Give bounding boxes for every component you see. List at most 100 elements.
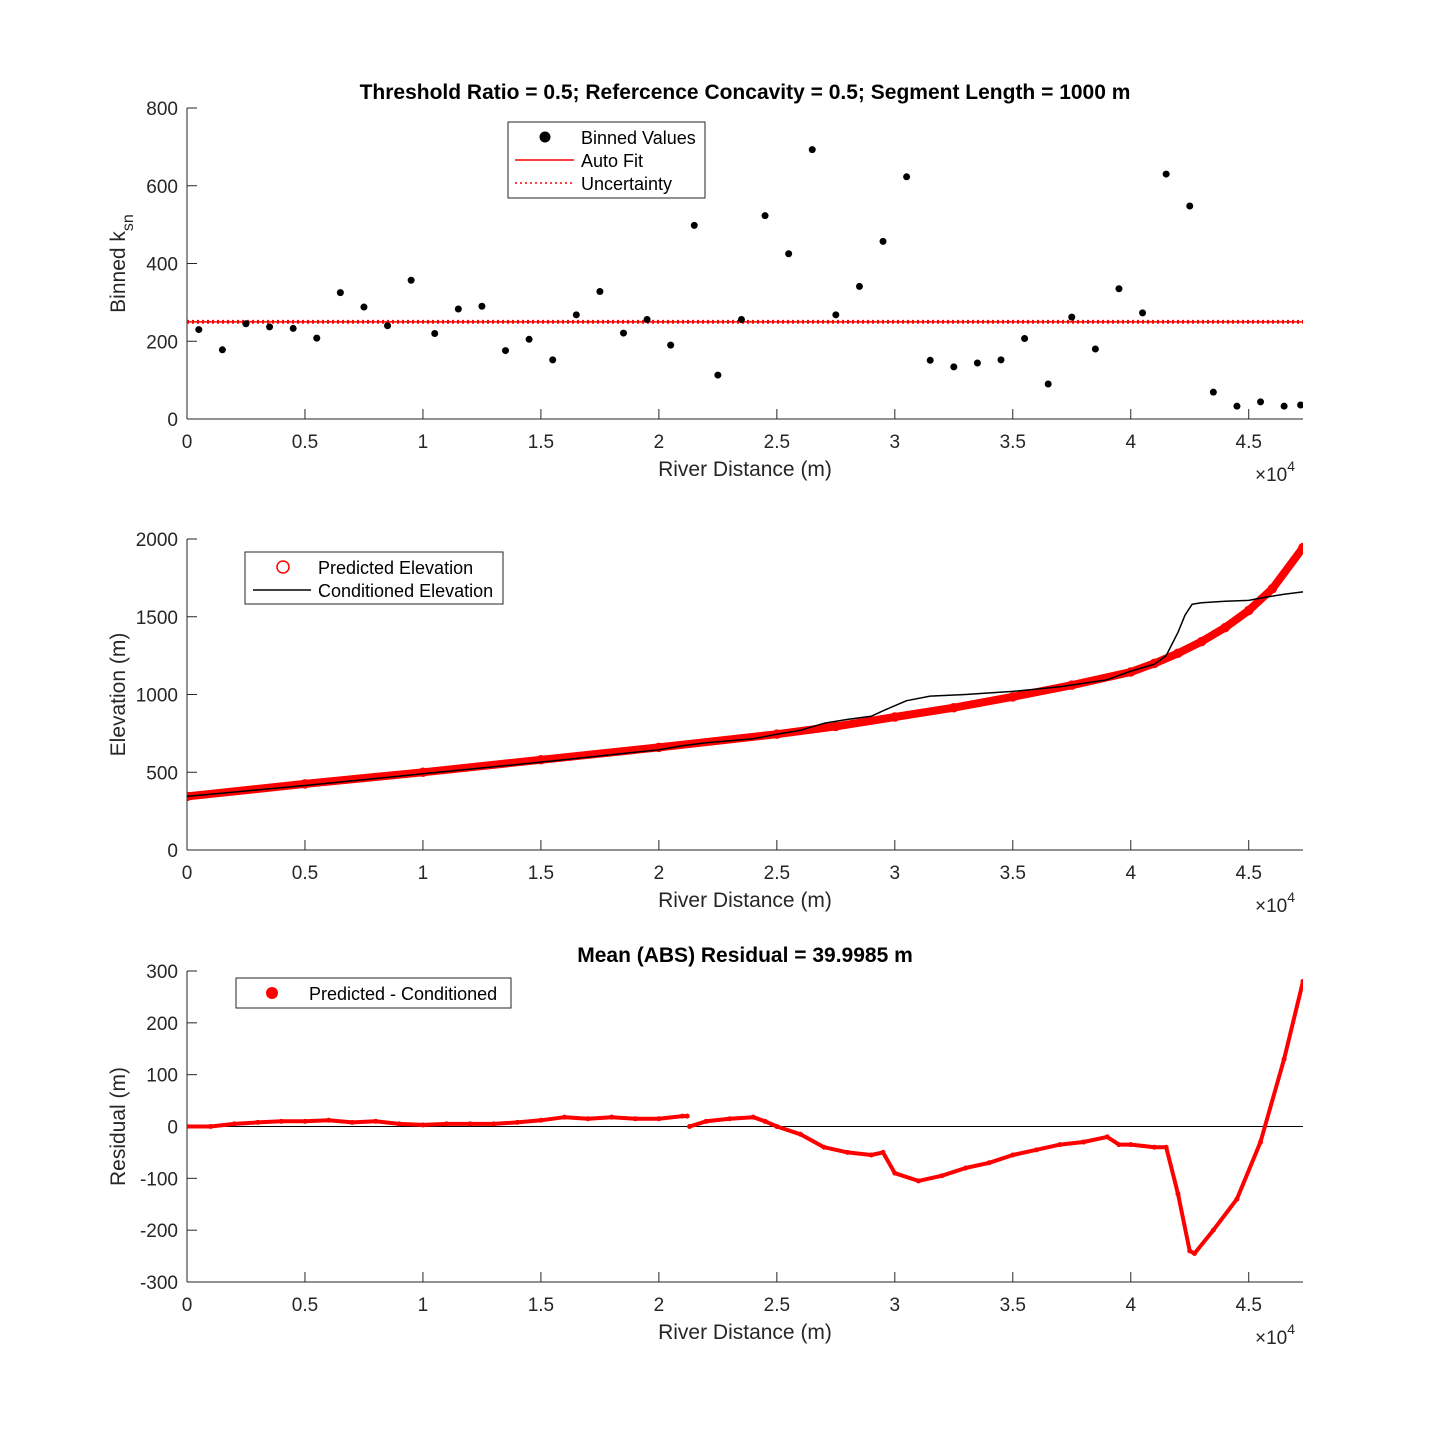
binned-value-point <box>832 311 840 319</box>
predicted-elevation-point <box>1243 605 1254 616</box>
binned-value-point <box>1297 401 1303 409</box>
binned-value-point <box>879 237 887 245</box>
y-axis-label-main: Residual (m) <box>107 1067 130 1186</box>
residual-point <box>774 1124 780 1129</box>
x-tick-label: 2 <box>654 1295 665 1316</box>
legend-box <box>244 551 504 605</box>
residual-point <box>514 1119 520 1125</box>
chart-title: Mean (ABS) Residual = 39.9985 m <box>577 944 913 967</box>
residual-point <box>684 1113 690 1119</box>
legend-marker-residual <box>266 987 278 999</box>
y-tick-label: 100 <box>146 1066 178 1087</box>
legend-label-fit: Auto Fit <box>581 151 643 171</box>
legend-marker-binned <box>539 131 551 143</box>
binned-value-point <box>1280 402 1288 410</box>
predicted-elevation-point <box>418 767 428 777</box>
binned-value-point <box>1021 335 1029 343</box>
binned-value-point <box>336 289 344 297</box>
residual-point <box>915 1178 921 1184</box>
x-exponent-label: ×104 <box>1255 889 1295 917</box>
x-tick-label: 0.5 <box>292 863 318 884</box>
predicted-elevation-point <box>831 721 841 732</box>
binned-value-point <box>525 335 533 343</box>
x-tick-label: 1 <box>418 863 429 884</box>
binned-value-point <box>1257 398 1265 406</box>
legend-box <box>235 977 512 1009</box>
x-tick-label: 1.5 <box>528 1295 554 1316</box>
x-tick-label: 4 <box>1125 432 1136 453</box>
x-tick-label: 4.5 <box>1236 432 1262 453</box>
residual-point <box>821 1144 827 1150</box>
predicted-elevation-point <box>536 755 546 765</box>
plot-area <box>187 542 1303 802</box>
binned-value-point <box>407 276 415 284</box>
predicted-elevation-point <box>890 712 900 722</box>
chart-title: Threshold Ratio = 0.5; Refercence Concav… <box>360 81 1131 104</box>
y-tick-label: 1500 <box>136 608 178 629</box>
binned-value-point <box>690 221 698 229</box>
x-tick-label: 2.5 <box>764 1295 790 1316</box>
residual-point <box>1187 1248 1193 1254</box>
binned-value-point <box>1068 313 1076 321</box>
x-tick-label: 0 <box>182 863 193 884</box>
residual-point <box>373 1118 379 1124</box>
x-exponent-power: 4 <box>1287 1321 1295 1337</box>
x-tick-label: 0.5 <box>292 432 318 453</box>
y-axis-label-main: Binned k <box>107 231 130 313</box>
binned-value-point <box>1162 170 1170 178</box>
x-tick-label: 1 <box>418 1295 429 1316</box>
x-tick-label: 2 <box>654 432 665 453</box>
binned-value-point <box>572 311 580 319</box>
y-tick-label: 1000 <box>136 686 178 707</box>
predicted-elevation-point <box>1267 584 1278 594</box>
residual-point <box>396 1121 402 1127</box>
x-exponent-label: ×104 <box>1255 1321 1295 1349</box>
residual-point <box>444 1121 450 1127</box>
binned-value-point <box>667 341 675 349</box>
legend-label-uncertainty: Uncertainty <box>581 174 672 194</box>
binned-value-point <box>714 371 722 379</box>
residual-point <box>1210 1227 1216 1233</box>
y-tick-label: 600 <box>146 177 178 198</box>
binned-value-point <box>195 326 203 334</box>
y-tick-label: 2000 <box>136 530 178 551</box>
residual-point <box>1033 1147 1039 1153</box>
residual-point <box>1151 1144 1157 1150</box>
x-exponent-label: ×104 <box>1255 458 1295 486</box>
binned-value-point <box>218 346 226 354</box>
x-axis-label: River Distance (m) <box>658 889 832 912</box>
y-tick-label: 500 <box>146 763 178 784</box>
y-axis-label-main: Elevation (m) <box>107 633 130 757</box>
x-tick-label: 2.5 <box>764 432 790 453</box>
x-tick-label: 2.5 <box>764 863 790 884</box>
x-tick-label: 0.5 <box>292 1295 318 1316</box>
y-tick-label: 400 <box>146 255 178 276</box>
residual-point <box>349 1119 355 1125</box>
residual-point <box>727 1116 733 1122</box>
x-tick-label: 1 <box>418 432 429 453</box>
y-axis-label: Binned ksn <box>107 214 137 313</box>
binned-value-point <box>266 323 274 331</box>
binned-value-point <box>903 173 911 181</box>
binned-value-point <box>454 305 462 313</box>
x-tick-label: 2 <box>654 863 665 884</box>
predicted-elevation-point <box>1149 658 1160 669</box>
binned-value-point <box>643 315 651 323</box>
binned-value-point <box>384 322 392 330</box>
x-tick-label: 3.5 <box>1000 1295 1026 1316</box>
x-tick-label: 4.5 <box>1236 1295 1262 1316</box>
binned-value-point <box>997 356 1005 364</box>
residual-point <box>187 1124 190 1129</box>
ksn-panel: 0 0.5 1 1.5 2 2.5 3 3.5 4 4.5 0 200 400 600 800 River D… <box>107 81 1303 486</box>
binned-value-point <box>1139 309 1147 317</box>
residual-point <box>868 1152 874 1158</box>
residual-point <box>255 1119 261 1125</box>
residual-point <box>538 1117 544 1123</box>
residual-point <box>420 1122 426 1128</box>
x-tick-label: 1.5 <box>528 863 554 884</box>
residual-point <box>208 1124 214 1129</box>
residual-point <box>1010 1152 1016 1158</box>
predicted-elevation-point <box>300 779 310 789</box>
residual-point <box>1191 1250 1197 1256</box>
residual-panel: 0 0.5 1 1.5 2 2.5 3 3.5 4 4.5 -300 -200 -100 0 100 200 3… <box>107 944 1303 1349</box>
